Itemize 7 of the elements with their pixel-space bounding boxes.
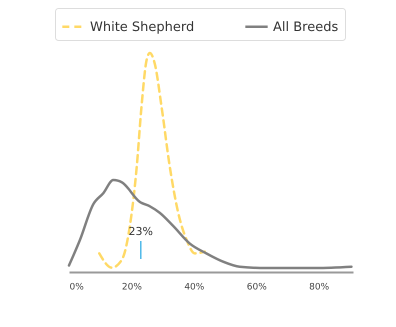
- x-tick-label: 40%: [184, 282, 205, 292]
- x-tick-label: 20%: [122, 282, 142, 292]
- legend-label: All Breeds: [273, 20, 338, 35]
- x-tick-label: 80%: [309, 282, 330, 292]
- legend-label: White Shepherd: [90, 20, 194, 35]
- x-tick-label: 60%: [246, 282, 268, 292]
- x-tick-label: 0%: [70, 282, 84, 292]
